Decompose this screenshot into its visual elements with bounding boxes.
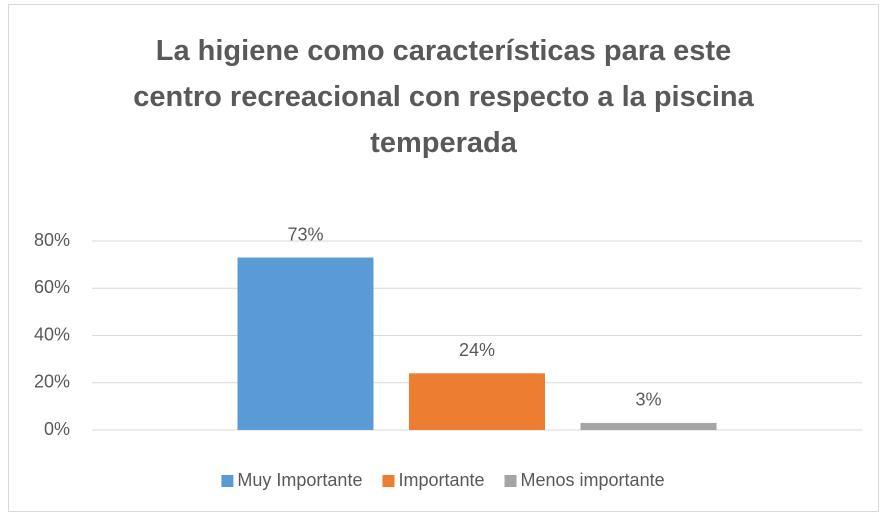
y-tick-label: 40% (34, 324, 70, 344)
y-tick-label: 0% (44, 419, 70, 439)
y-tick-label: 60% (34, 277, 70, 297)
bar (237, 257, 374, 430)
y-tick-label: 80% (34, 230, 70, 250)
y-tick-label: 20% (34, 372, 70, 392)
legend-swatch (382, 475, 395, 487)
chart-title: La higiene como características para est… (133, 35, 754, 159)
value-label: 24% (459, 340, 495, 360)
bar (580, 422, 717, 430)
value-label: 3% (635, 390, 661, 410)
legend-label: Muy Importante (237, 470, 362, 490)
legend-label: Menos importante (521, 470, 665, 490)
legend-swatch (504, 475, 517, 487)
value-label: 73% (287, 224, 323, 244)
legend-label: Importante (398, 470, 484, 490)
legend-swatch (221, 475, 234, 487)
bar (409, 373, 545, 430)
